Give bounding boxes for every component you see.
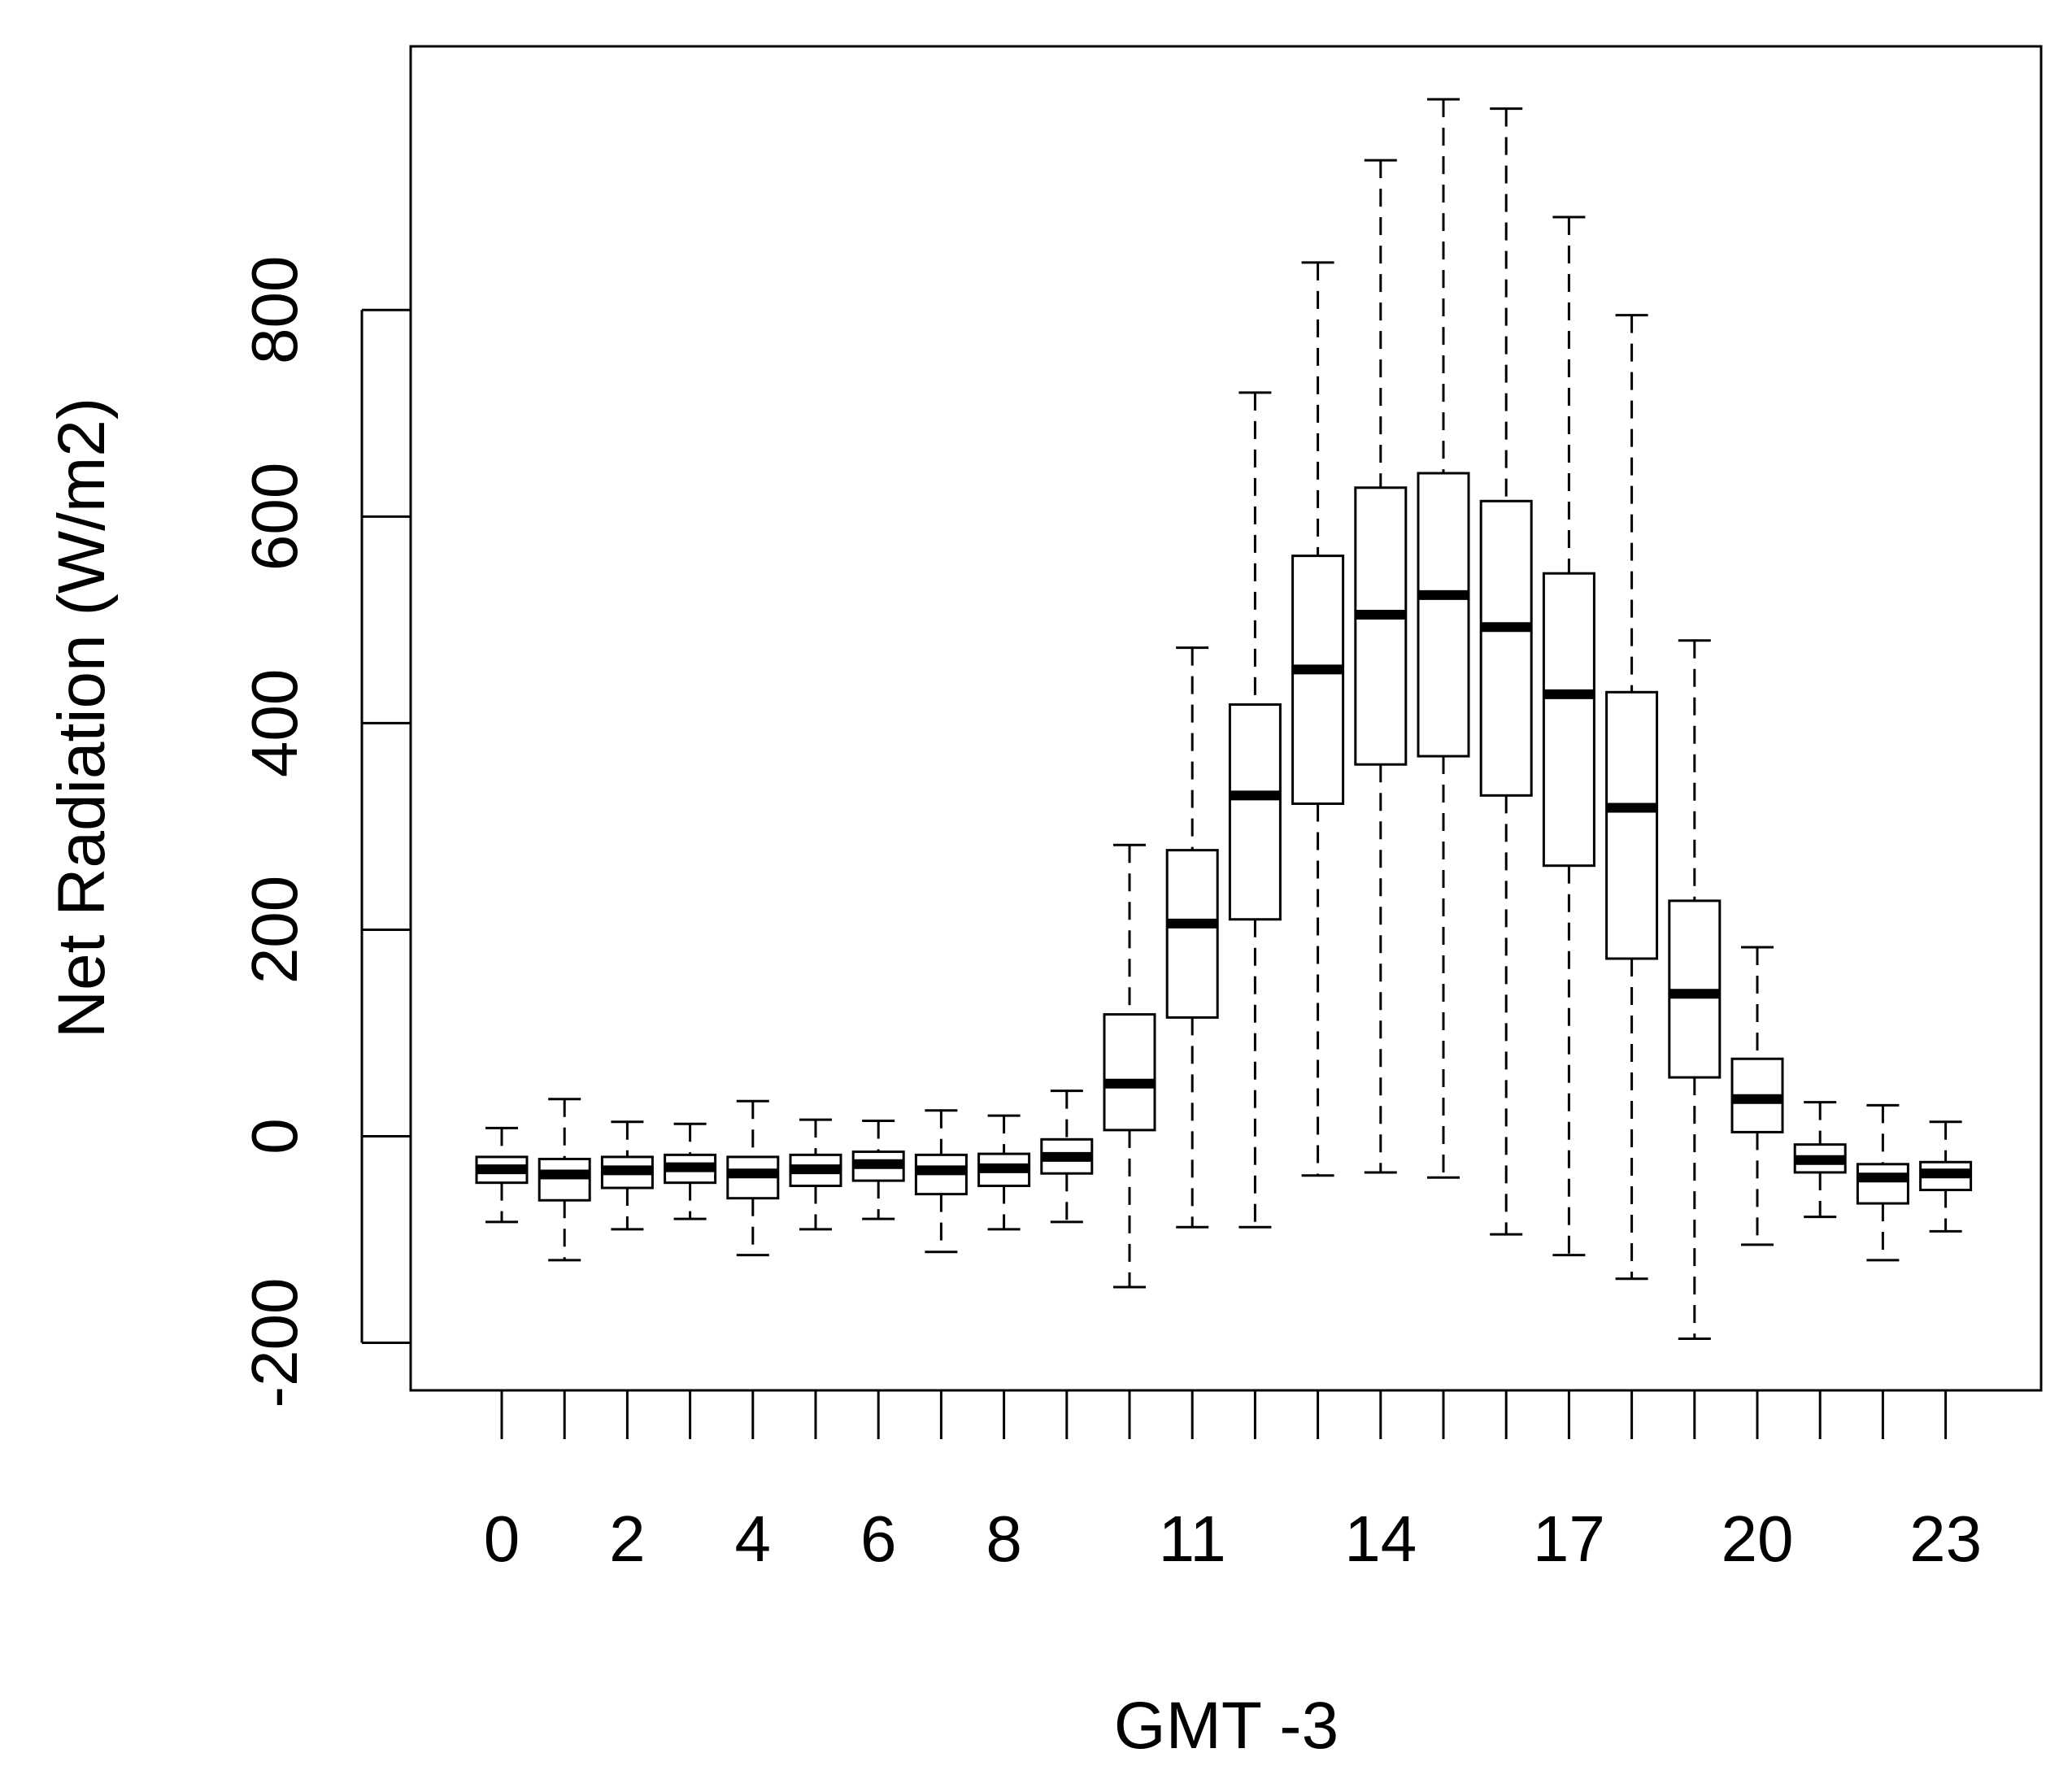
box-hour-18 xyxy=(1607,315,1657,1279)
y-tick-label: 800 xyxy=(238,256,311,364)
box-hour-16 xyxy=(1481,109,1531,1235)
iqr-box xyxy=(539,1159,590,1200)
iqr-box xyxy=(1607,692,1657,959)
x-tick-label: 0 xyxy=(484,1503,520,1575)
box-hour-5 xyxy=(790,1120,841,1229)
x-tick-label: 6 xyxy=(860,1503,897,1575)
x-tick-label: 4 xyxy=(735,1503,772,1575)
box-hour-6 xyxy=(853,1120,903,1219)
y-tick-label: 600 xyxy=(238,463,311,571)
iqr-box xyxy=(1418,473,1469,756)
box-hour-11 xyxy=(1167,648,1217,1228)
box-hour-12 xyxy=(1230,393,1280,1227)
box-hour-21 xyxy=(1795,1103,1845,1217)
iqr-box xyxy=(1356,488,1406,764)
y-tick-label: -200 xyxy=(238,1277,311,1407)
box-hour-9 xyxy=(1042,1091,1092,1222)
iqr-box xyxy=(1230,705,1280,920)
x-tick-label: 11 xyxy=(1159,1503,1226,1575)
x-axis-label: GMT -3 xyxy=(1114,1689,1339,1763)
iqr-box xyxy=(1104,1015,1155,1130)
y-tick-label: 0 xyxy=(238,1118,311,1155)
x-tick-label: 8 xyxy=(986,1503,1022,1575)
iqr-box xyxy=(1543,573,1594,865)
x-tick-label: 17 xyxy=(1533,1503,1605,1575)
boxes-group xyxy=(477,99,1971,1338)
iqr-box xyxy=(1857,1164,1908,1203)
box-hour-14 xyxy=(1356,160,1406,1172)
box-hour-0 xyxy=(477,1128,527,1222)
y-axis: -200 0 200 400 600 800 xyxy=(238,256,411,1408)
box-hour-2 xyxy=(602,1122,652,1229)
x-tick-label: 14 xyxy=(1344,1503,1417,1575)
iqr-box xyxy=(1293,556,1343,804)
x-axis: 0 2 4 6 8 11 14 17 20 23 xyxy=(484,1390,1982,1575)
box-hour-15 xyxy=(1418,99,1469,1177)
box-hour-20 xyxy=(1732,947,1783,1245)
iqr-box xyxy=(1167,850,1217,1018)
x-tick-label: 23 xyxy=(1909,1503,1982,1575)
box-hour-10 xyxy=(1104,845,1155,1287)
box-hour-3 xyxy=(665,1124,716,1219)
y-tick-label: 400 xyxy=(238,669,311,777)
box-hour-13 xyxy=(1293,263,1343,1176)
box-hour-23 xyxy=(1921,1122,1971,1232)
x-tick-label: 2 xyxy=(609,1503,646,1575)
box-hour-7 xyxy=(916,1111,966,1252)
box-hour-19 xyxy=(1669,641,1720,1339)
x-tick-label: 20 xyxy=(1722,1503,1794,1575)
box-hour-1 xyxy=(539,1099,590,1260)
box-hour-22 xyxy=(1857,1105,1908,1260)
y-axis-label: Net Radiation (W/m2) xyxy=(45,398,119,1038)
boxplot-chart: -200 0 200 400 600 800 0 2 4 6 8 11 14 17 20 23 Net Ra… xyxy=(0,0,2072,1779)
y-tick-label: 200 xyxy=(238,876,311,984)
box-hour-8 xyxy=(979,1116,1029,1229)
plot-frame xyxy=(411,46,2041,1390)
iqr-box xyxy=(1481,501,1531,795)
box-hour-4 xyxy=(728,1101,778,1255)
box-hour-17 xyxy=(1543,217,1594,1255)
